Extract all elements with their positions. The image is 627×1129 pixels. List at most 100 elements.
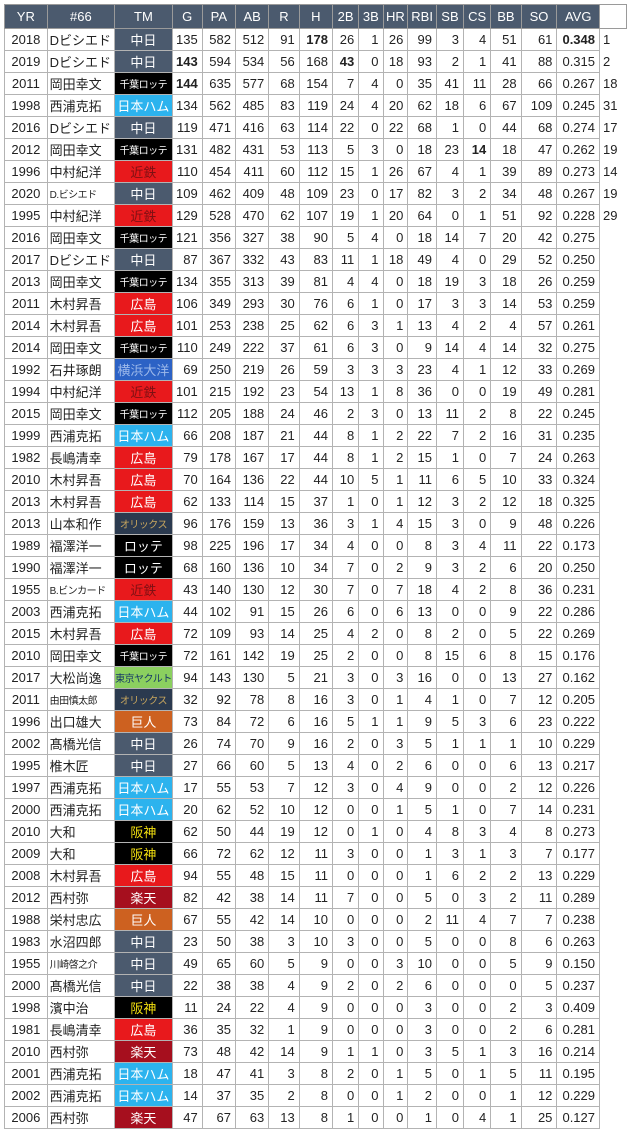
player-name-cell: 岡田幸文 bbox=[46, 336, 116, 359]
stat-cell-ab: 130 bbox=[234, 666, 270, 689]
stat-cell-2b: 2 bbox=[331, 1062, 360, 1085]
stat-cell-2b: 5 bbox=[331, 138, 360, 161]
stat-cell-h: 13 bbox=[298, 754, 333, 777]
rank-cell bbox=[599, 270, 627, 293]
stat-cell-r: 13 bbox=[268, 512, 300, 535]
rank-cell: 31 bbox=[599, 94, 627, 117]
stat-cell-g: 131 bbox=[171, 138, 203, 161]
col-header-3b: 3B bbox=[358, 4, 384, 29]
stat-cell-so: 23 bbox=[520, 710, 558, 733]
stat-cell-r: 5 bbox=[268, 666, 300, 689]
stat-cell-g: 70 bbox=[171, 468, 203, 491]
stat-cell-hr: 2 bbox=[382, 974, 409, 997]
table-row: 1982 長嶋清幸 広島 79 178 167 17 44 8 1 2 15 1 0 7 24 0.263 bbox=[4, 446, 627, 469]
stat-cell-h: 113 bbox=[298, 138, 333, 161]
stat-cell-r: 12 bbox=[268, 578, 300, 601]
stat-cell-3b: 1 bbox=[358, 248, 384, 271]
year-cell: 2002 bbox=[4, 732, 48, 755]
stat-cell-3b: 1 bbox=[358, 820, 384, 843]
stat-cell-3b: 0 bbox=[358, 974, 384, 997]
stat-cell-avg: 0.173 bbox=[556, 534, 601, 557]
year-cell: 2010 bbox=[4, 644, 48, 667]
team-badge: 阪神 bbox=[114, 996, 173, 1019]
stat-cell-pa: 454 bbox=[201, 160, 236, 183]
player-name-cell: 大和 bbox=[46, 820, 116, 843]
player-name-cell: 西浦克拓 bbox=[46, 424, 116, 447]
stat-cell-hr: 1 bbox=[382, 798, 409, 821]
stat-cell-pa: 133 bbox=[201, 490, 236, 513]
stat-cell-ab: 72 bbox=[234, 710, 270, 733]
stat-cell-cs: 3 bbox=[463, 886, 492, 909]
stat-cell-2b: 6 bbox=[331, 600, 360, 623]
stat-cell-rbi: 64 bbox=[407, 204, 437, 227]
stat-cell-g: 49 bbox=[171, 952, 203, 975]
stat-cell-pa: 42 bbox=[201, 886, 236, 909]
stat-cell-ab: 78 bbox=[234, 688, 270, 711]
stat-cell-rbi: 5 bbox=[407, 798, 437, 821]
stat-cell-so: 33 bbox=[520, 468, 558, 491]
stat-cell-2b: 7 bbox=[331, 886, 360, 909]
table-row: 2006 西村弥 楽天 47 67 63 13 8 1 0 0 1 0 4 1 25 0.127 bbox=[4, 1106, 627, 1129]
stat-cell-rbi: 8 bbox=[407, 622, 437, 645]
stat-cell-rbi: 62 bbox=[407, 94, 437, 117]
rank-cell bbox=[599, 886, 627, 909]
stat-cell-sb: 4 bbox=[435, 578, 465, 601]
stat-cell-avg: 0.222 bbox=[556, 710, 601, 733]
stat-cell-2b: 0 bbox=[331, 820, 360, 843]
table-row: 1996 中村紀洋 近鉄 110 454 411 60 112 15 1 26 67 4 1 39 89 0.2… bbox=[4, 160, 627, 183]
stat-cell-2b: 3 bbox=[331, 842, 360, 865]
stat-cell-avg: 0.409 bbox=[556, 996, 601, 1019]
player-name-cell: 西浦克拓 bbox=[46, 94, 116, 117]
stat-cell-sb: 0 bbox=[435, 1062, 465, 1085]
stat-cell-pa: 635 bbox=[201, 72, 236, 95]
stat-cell-sb: 19 bbox=[435, 270, 465, 293]
stat-cell-pa: 92 bbox=[201, 688, 236, 711]
stat-cell-avg: 0.286 bbox=[556, 600, 601, 623]
stat-cell-h: 83 bbox=[298, 248, 333, 271]
stat-cell-ab: 70 bbox=[234, 732, 270, 755]
stat-cell-r: 12 bbox=[268, 842, 300, 865]
stat-cell-h: 34 bbox=[298, 556, 333, 579]
stat-cell-ab: 22 bbox=[234, 996, 270, 1019]
stat-cell-cs: 0 bbox=[463, 512, 492, 535]
stat-cell-3b: 0 bbox=[358, 864, 384, 887]
stat-cell-avg: 0.229 bbox=[556, 1084, 601, 1107]
stat-cell-sb: 1 bbox=[435, 688, 465, 711]
player-name-cell: 濱中治 bbox=[46, 996, 116, 1019]
stat-cell-so: 42 bbox=[520, 226, 558, 249]
team-badge: 千葉ロッテ bbox=[114, 72, 173, 95]
rank-cell bbox=[599, 864, 627, 887]
stat-cell-hr: 1 bbox=[382, 710, 409, 733]
stat-cell-h: 62 bbox=[298, 314, 333, 337]
stat-cell-pa: 55 bbox=[201, 908, 236, 931]
rank-cell bbox=[599, 490, 627, 513]
team-badge: 広島 bbox=[114, 468, 173, 491]
stat-cell-bb: 5 bbox=[490, 622, 522, 645]
stat-cell-hr: 6 bbox=[382, 600, 409, 623]
stat-cell-ab: 416 bbox=[234, 116, 270, 139]
rank-cell bbox=[599, 842, 627, 865]
col-header-rbi: RBI bbox=[407, 4, 437, 29]
stat-cell-hr: 0 bbox=[382, 908, 409, 931]
rank-cell bbox=[599, 688, 627, 711]
stat-cell-g: 22 bbox=[171, 974, 203, 997]
stat-cell-bb: 1 bbox=[490, 1106, 522, 1129]
stat-cell-cs: 0 bbox=[463, 1018, 492, 1041]
stat-cell-so: 20 bbox=[520, 556, 558, 579]
rank-cell bbox=[599, 336, 627, 359]
table-row: 2010 岡田幸文 千葉ロッテ 72 161 142 19 25 2 0 0 8 15 6 8 15 0.176 bbox=[4, 644, 627, 667]
rank-cell bbox=[599, 1084, 627, 1107]
col-header-cs: CS bbox=[463, 4, 492, 29]
col-header-g: G bbox=[171, 4, 203, 29]
stat-cell-hr: 0 bbox=[382, 336, 409, 359]
year-cell: 1981 bbox=[4, 1018, 48, 1041]
table-row: 2008 木村昇吾 広島 94 55 48 15 11 0 0 0 1 6 2 2 13 0.229 bbox=[4, 864, 627, 887]
stat-cell-h: 76 bbox=[298, 292, 333, 315]
stat-cell-sb: 18 bbox=[435, 94, 465, 117]
stat-cell-cs: 14 bbox=[463, 138, 492, 161]
team-badge: 千葉ロッテ bbox=[114, 226, 173, 249]
stat-cell-avg: 0.229 bbox=[556, 864, 601, 887]
stat-cell-bb: 4 bbox=[490, 820, 522, 843]
stat-cell-g: 68 bbox=[171, 556, 203, 579]
stat-cell-2b: 0 bbox=[331, 952, 360, 975]
